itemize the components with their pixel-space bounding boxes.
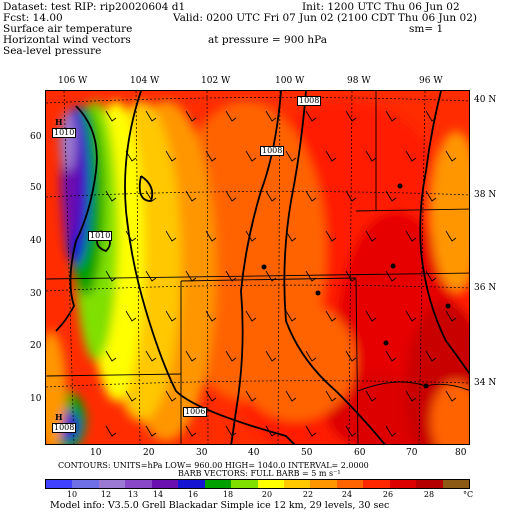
- longitude-label: 98 W: [347, 76, 371, 86]
- colorbar-swatch: [416, 480, 443, 488]
- colorbar-swatch: [336, 480, 364, 488]
- x-tick-label: 30: [196, 448, 208, 458]
- pressure-label: 1008: [297, 96, 322, 106]
- colorbar-label: 26: [382, 490, 394, 499]
- high-pressure-marker: H: [55, 117, 63, 127]
- valid-time: Valid: 0200 UTC Fri 07 Jun 02 (2100 CDT …: [173, 12, 477, 24]
- wind-barbs: [105, 110, 457, 437]
- colorbar-label: 13: [127, 490, 139, 499]
- y-tick-label: 30: [30, 289, 42, 299]
- model-info: Model info: V3.5.0 Grell Blackadar Simpl…: [50, 500, 390, 511]
- colorbar-label: 22: [302, 490, 314, 499]
- y-tick-label: 10: [30, 394, 42, 404]
- contours-info: CONTOURS: UNITS=hPa LOW= 960.00 HIGH= 10…: [58, 461, 369, 470]
- smoothing-label: sm= 1: [409, 23, 444, 35]
- colorbar-label: 18: [222, 490, 234, 499]
- high-pressure-marker: H: [55, 412, 63, 422]
- pressure-label: 1010: [52, 128, 77, 138]
- latitude-label: 36 N: [474, 283, 497, 293]
- field-title-slp: Sea-level pressure: [3, 45, 102, 57]
- colorbar-swatch: [151, 480, 179, 488]
- colorbar-swatch: [363, 480, 390, 488]
- forecast-hour: Fcst: 14.00: [3, 12, 63, 24]
- map-canvas: [46, 91, 469, 444]
- colorbar-label: 24: [341, 490, 353, 499]
- latitude-label: 34 N: [474, 378, 497, 388]
- colorbar-swatch: [283, 480, 311, 488]
- y-tick-label: 60: [30, 132, 42, 142]
- x-tick-label: 20: [143, 448, 155, 458]
- latitude-label: 38 N: [474, 190, 497, 200]
- field-title-temperature: Surface air temperature: [3, 23, 133, 35]
- pressure-label: 1010: [88, 231, 113, 241]
- y-tick-label: 50: [30, 183, 42, 193]
- dataset-line: Dataset: test RIP: rip20020604 d1: [3, 1, 186, 13]
- colorbar-label: 12: [100, 490, 112, 499]
- pressure-label: 1008: [260, 146, 285, 156]
- colorbar-swatch: [46, 480, 73, 488]
- x-tick-label: 10: [90, 448, 102, 458]
- colorbar-swatch: [231, 480, 258, 488]
- colorbar-label: 14: [152, 490, 164, 499]
- colorbar-label: 10: [66, 490, 78, 499]
- colorbar-swatch: [72, 480, 99, 488]
- pressure-label: 1008: [52, 423, 77, 433]
- temperature-colorbar: [45, 479, 470, 489]
- pressure-level: at pressure = 900 hPa: [208, 34, 328, 46]
- y-tick-label: 40: [30, 236, 42, 246]
- colorbar-swatch: [98, 480, 126, 488]
- colorbar-swatch: [389, 480, 417, 488]
- temperature-map: [45, 90, 470, 445]
- longitude-label: 100 W: [275, 76, 305, 86]
- colorbar-label: 28: [423, 490, 435, 499]
- x-tick-label: 60: [354, 448, 366, 458]
- lat-lon-grid: [46, 91, 469, 444]
- colorbar-label: 20: [261, 490, 273, 499]
- init-time: Init: 1200 UTC Thu 06 Jun 02: [302, 1, 460, 13]
- colorbar-swatch: [178, 480, 205, 488]
- x-tick-label: 70: [406, 448, 418, 458]
- x-tick-label: 80: [455, 448, 467, 458]
- state-borders: [46, 91, 469, 444]
- barb-info: BARB VECTORS: FULL BARB = 5 m s⁻¹: [178, 469, 341, 478]
- colorbar-swatch: [204, 480, 232, 488]
- longitude-label: 106 W: [58, 76, 88, 86]
- temperature-shading: [46, 101, 469, 444]
- longitude-label: 96 W: [419, 76, 443, 86]
- colorbar-label: 16: [187, 490, 199, 499]
- colorbar-swatch: [257, 480, 284, 488]
- x-tick-label: 50: [301, 448, 313, 458]
- longitude-label: 104 W: [130, 76, 160, 86]
- latitude-label: 40 N: [474, 95, 497, 105]
- y-tick-label: 20: [30, 341, 42, 351]
- x-tick-label: 40: [248, 448, 260, 458]
- colorbar-swatch: [442, 480, 469, 488]
- field-title-wind: Horizontal wind vectors: [3, 34, 131, 46]
- colorbar-swatch: [125, 480, 152, 488]
- colorbar-units: °C: [462, 490, 474, 499]
- colorbar-swatch: [310, 480, 337, 488]
- pressure-label: 1006: [183, 407, 208, 417]
- city-markers: [261, 183, 451, 389]
- longitude-label: 102 W: [201, 76, 231, 86]
